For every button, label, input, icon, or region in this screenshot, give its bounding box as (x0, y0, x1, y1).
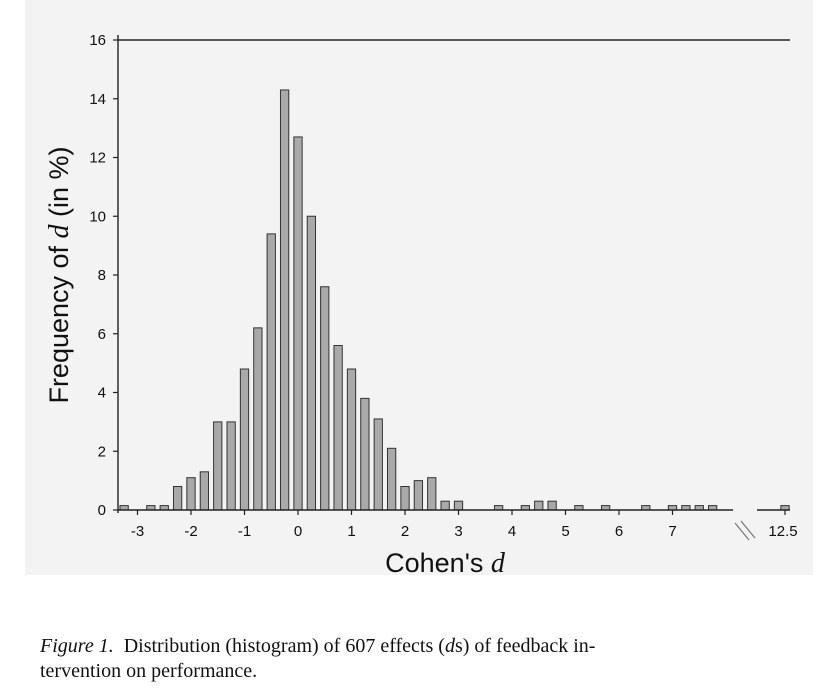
caption-variable: d (444, 635, 455, 657)
y-tick-label: 6 (98, 326, 106, 343)
x-tick-label: 6 (615, 523, 623, 540)
x-tick-label-break: 12.5 (768, 523, 797, 540)
histogram-bar (547, 500, 557, 511)
histogram-bar (226, 421, 236, 511)
y-axis-title-suffix: (in %) (44, 146, 74, 224)
x-tick-label: 2 (401, 523, 409, 540)
histogram-bar (346, 368, 357, 511)
histogram-bar (386, 447, 397, 511)
histogram-bar (427, 477, 437, 511)
axis-break-mark (734, 522, 750, 541)
y-tick-label: 10 (89, 208, 106, 225)
figure-caption: Figure 1. Distribution (histogram) of 607… (40, 634, 800, 684)
histogram-bar (333, 345, 343, 511)
histogram-bar (186, 477, 196, 511)
caption-text-3: tervention on performance. (40, 660, 258, 682)
histogram-bar (360, 397, 370, 511)
x-tick-label: 0 (294, 523, 302, 540)
histogram-bar (266, 233, 276, 511)
plot-panel (25, 0, 813, 575)
histogram-bar (320, 286, 330, 511)
histogram-bar (279, 89, 290, 511)
histogram-bar (373, 418, 383, 511)
histogram-bar (253, 327, 263, 511)
axis-break-mark (740, 520, 756, 539)
x-tick-label: 3 (454, 523, 462, 540)
y-tick-label: 14 (89, 91, 106, 108)
histogram-bar (306, 215, 317, 511)
histogram-bar (453, 500, 464, 511)
x-tick-label: 5 (561, 523, 569, 540)
y-tick-label: 4 (98, 385, 106, 402)
y-tick-label: 2 (98, 443, 106, 460)
histogram-bar (293, 136, 303, 511)
x-axis-title: Cohen's d (385, 548, 506, 579)
y-tick-label: 8 (98, 267, 106, 284)
x-tick-label: 7 (668, 523, 676, 540)
x-tick-label: -3 (131, 523, 144, 540)
histogram-bar (213, 421, 223, 511)
y-tick-label: 16 (89, 32, 106, 49)
x-axis-title-variable: d (491, 548, 506, 579)
y-tick-label: 0 (98, 502, 106, 519)
histogram-bar (534, 500, 544, 511)
histogram-bar (239, 368, 250, 511)
histogram-bar (400, 486, 410, 511)
caption-text-1: Distribution (histogram) of 607 effects … (123, 635, 445, 657)
x-tick-label: 1 (347, 523, 355, 540)
histogram-bar (172, 486, 183, 511)
histogram-bar (440, 500, 450, 511)
x-tick-label: -1 (238, 523, 251, 540)
caption-text-2: s) of feedback in- (454, 635, 596, 657)
figure-label: Figure 1. (40, 635, 114, 657)
histogram-bar (199, 471, 210, 511)
y-tick-label: 12 (89, 150, 106, 167)
x-tick-label: -2 (184, 523, 197, 540)
histogram-bar (413, 480, 424, 511)
y-axis-title-variable: d (44, 223, 75, 238)
x-tick-label: 4 (508, 523, 516, 540)
y-axis-title: Frequency of d (in %) (44, 146, 75, 403)
